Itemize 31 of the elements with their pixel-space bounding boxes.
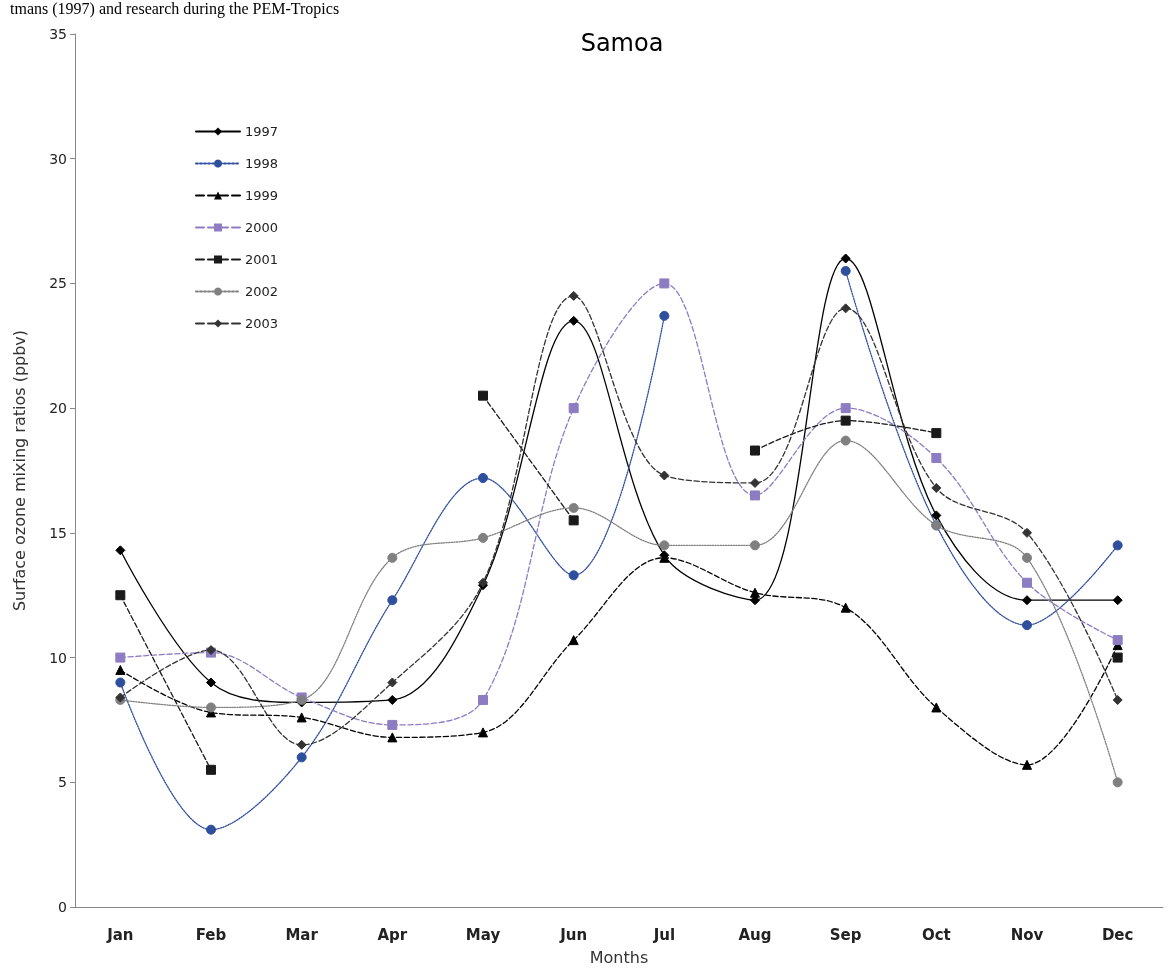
x-axis-title: Months — [589, 947, 649, 967]
x-tick-label: Jul — [652, 925, 676, 944]
x-tick-label: Jun — [559, 925, 588, 944]
legend-label: 1999 — [245, 188, 279, 203]
legend-label: 2001 — [245, 252, 279, 267]
legend-label: 2000 — [245, 220, 279, 235]
x-tick-label: Jan — [106, 925, 134, 944]
x-tick-label: Mar — [285, 925, 319, 944]
y-tick-label: 5 — [58, 774, 67, 791]
legend-label: 1997 — [245, 124, 279, 139]
text: tmans (1997) and research during the PEM-Tropics — [10, 0, 340, 18]
chart-title: Samoa — [580, 29, 664, 57]
x-tick-label: Sep — [829, 925, 862, 944]
legend-label: 2003 — [245, 316, 279, 331]
x-tick-label: Dec — [1101, 925, 1134, 944]
y-tick-label: 10 — [49, 649, 67, 666]
y-tick-label: 15 — [49, 524, 67, 541]
x-tick-label: Feb — [195, 925, 227, 944]
legend-label: 2002 — [245, 284, 279, 299]
x-tick-label: May — [465, 925, 501, 944]
x-tick-label: Nov — [1010, 925, 1044, 944]
x-tick-label: Oct — [921, 925, 951, 944]
y-axis-title: Surface ozone mixing ratios (ppbv) — [9, 329, 29, 612]
y-tick-label: 20 — [49, 400, 67, 417]
y-tick-label: 35 — [49, 26, 67, 42]
y-tick-label: 0 — [58, 899, 67, 915]
x-tick-label: Aug — [738, 925, 772, 944]
x-tick-label: Apr — [377, 925, 408, 944]
legend-label: 1998 — [245, 156, 279, 171]
y-tick-label: 30 — [49, 150, 67, 167]
y-tick-label: 25 — [49, 275, 67, 292]
